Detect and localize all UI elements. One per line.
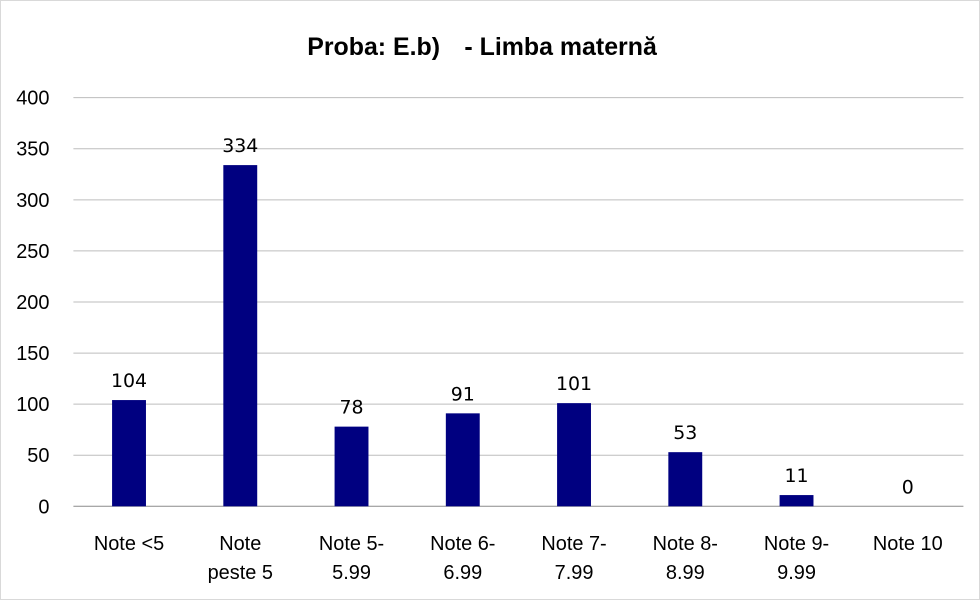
x-category-label: 7.99 (555, 562, 594, 584)
y-tick-label: 200 (16, 292, 49, 314)
y-tick-label: 100 (16, 394, 49, 416)
data-label: 78 (339, 397, 363, 419)
data-label: 334 (222, 135, 258, 157)
x-category-label: Note 9- (764, 533, 829, 555)
data-labels: 104 334 78 91 101 53 11 0 (111, 135, 914, 498)
y-tick-label: 0 (38, 496, 49, 518)
x-category-label: Note 5- (319, 533, 384, 555)
y-tick-label: 350 (16, 139, 49, 161)
x-category-label: Note 7- (541, 533, 606, 555)
x-category-label: Note <5 (94, 533, 164, 555)
gridlines (73, 97, 964, 507)
bar (112, 400, 146, 507)
y-axis-ticks: 0 50 100 150 200 250 300 350 400 (16, 88, 49, 519)
bar (334, 426, 369, 507)
x-category-label: 5.99 (332, 562, 371, 584)
data-label: 0 (902, 476, 914, 498)
x-category-label: Note (219, 533, 261, 555)
data-label: 53 (673, 422, 697, 444)
x-axis-categories: Note <5 Note peste 5 Note 5- 5.99 Note 6- 6.99… (94, 533, 943, 584)
y-tick-label: 250 (16, 241, 49, 263)
bar (557, 403, 591, 507)
bar (445, 413, 480, 507)
x-category-label: 6.99 (443, 562, 482, 584)
bar (668, 452, 703, 507)
y-tick-label: 50 (27, 445, 49, 467)
x-category-label: 9.99 (777, 562, 816, 584)
y-tick-label: 150 (16, 343, 49, 365)
x-category-label: Note 10 (873, 533, 943, 555)
bars (112, 165, 814, 507)
chart-title-part-1: Proba: E.b) (307, 33, 440, 61)
x-category-label: 8.99 (666, 562, 705, 584)
data-label: 104 (111, 370, 147, 392)
chart-title-part-2: - Limba maternă (464, 33, 658, 61)
x-category-label: Note 6- (430, 533, 495, 555)
bar (223, 165, 258, 507)
data-label: 91 (451, 383, 475, 405)
y-tick-label: 300 (16, 190, 49, 212)
data-label: 101 (556, 373, 592, 395)
data-label: 11 (784, 465, 808, 487)
x-category-label: peste 5 (208, 562, 273, 584)
x-category-label: Note 8- (653, 533, 718, 555)
bar (779, 495, 814, 507)
chart-title: Proba: E.b) - Limba maternă (307, 33, 658, 61)
y-tick-label: 400 (16, 88, 49, 110)
